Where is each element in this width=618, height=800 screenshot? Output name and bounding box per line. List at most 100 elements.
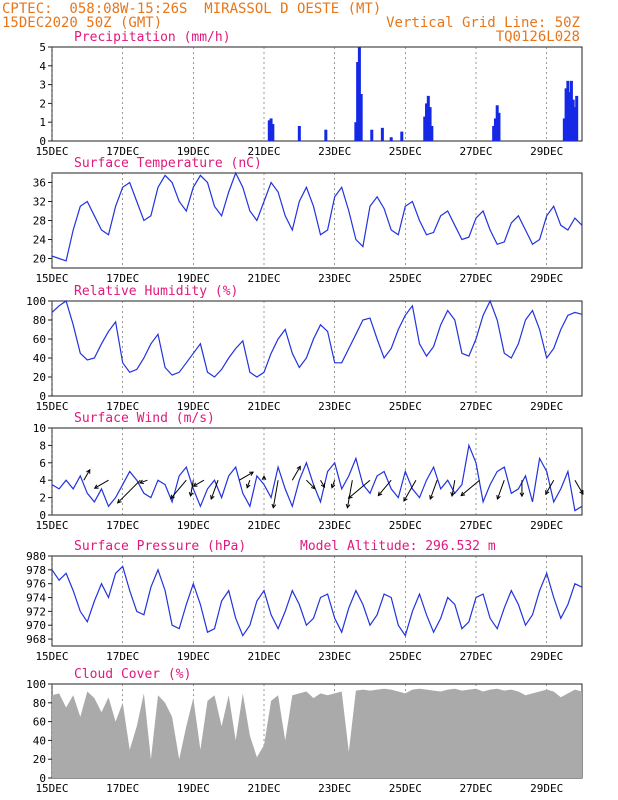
x-tick-label: 15DEC	[35, 400, 68, 413]
precip-bar	[564, 88, 568, 141]
y-tick-label: 0	[39, 509, 46, 522]
y-tick-label: 968	[26, 633, 46, 646]
wind-arrow-head	[93, 484, 99, 489]
wind-arrow-shaft	[239, 471, 254, 481]
wind-arrow-shaft	[320, 479, 325, 488]
wind-arrow-shaft	[94, 479, 109, 489]
panel-5: 15DEC 17DEC 19DEC 21DEC 23DEC 25DEC 27DEC 29DEC…	[26, 667, 583, 795]
panel-annotation: Model Altitude: 296.532 m	[300, 539, 496, 554]
x-tick-label: 23DEC	[318, 650, 351, 663]
x-tick-label: 21DEC	[247, 145, 280, 158]
plot-frame	[51, 300, 583, 397]
wind-arrow	[429, 480, 438, 500]
x-tick-label: 17DEC	[106, 400, 139, 413]
y-tick-label: 980	[26, 550, 46, 563]
wind-arrow-shaft	[574, 479, 584, 495]
series-line	[51, 565, 583, 637]
wind-arrow	[188, 480, 194, 497]
wind-arrow	[210, 480, 219, 500]
x-tick-label: 15DEC	[35, 272, 68, 285]
wind-arrow-head	[450, 492, 455, 497]
wind-arrow-head	[545, 490, 550, 495]
x-tick-label: 21DEC	[247, 519, 280, 532]
precip-bar	[357, 47, 361, 141]
x-tick-label: 25DEC	[389, 650, 422, 663]
wind-arrow-head	[460, 491, 466, 497]
wind-arrow-head	[403, 496, 408, 502]
series-line	[51, 299, 583, 378]
x-tick-label: 29DEC	[530, 519, 563, 532]
wind-arrow-head	[261, 475, 267, 480]
y-tick-label: 40	[33, 734, 46, 747]
wind-arrow	[574, 479, 584, 495]
x-tick-label: 21DEC	[247, 650, 280, 663]
wind-arrow	[246, 480, 251, 489]
wind-arrow	[271, 480, 279, 509]
precip-bar	[426, 95, 430, 141]
cloud-cover-area	[52, 688, 582, 778]
precip-bar	[356, 62, 360, 141]
precip-bar	[370, 129, 374, 141]
x-tick-label: 23DEC	[318, 145, 351, 158]
wind-arrow-head	[86, 468, 91, 474]
wind-arrow-head	[429, 494, 434, 500]
y-tick-label: 40	[33, 352, 46, 365]
x-tick-label: 27DEC	[459, 272, 492, 285]
precip-bar	[493, 118, 497, 141]
precip-bar	[297, 125, 301, 141]
x-tick-label: 25DEC	[389, 272, 422, 285]
panel-1: 15DEC 17DEC 19DEC 21DEC 23DEC 25DEC 27DEC 29DEC…	[33, 156, 583, 285]
precip-bar	[568, 92, 572, 141]
x-tick-label: 15DEC	[35, 782, 68, 795]
wind-arrow-shaft	[291, 466, 301, 481]
wind-arrow	[192, 479, 205, 487]
x-tick-label: 15DEC	[35, 145, 68, 158]
wind-arrow-shaft	[346, 480, 353, 508]
precip-bar	[359, 94, 363, 141]
y-tick-label: 100	[26, 295, 46, 308]
wind-arrow-shaft	[545, 479, 555, 495]
wind-arrow	[291, 465, 301, 481]
x-tick-label: 19DEC	[177, 400, 210, 413]
x-tick-label: 21DEC	[247, 400, 280, 413]
precip-bar	[271, 124, 275, 141]
x-tick-label: 27DEC	[459, 519, 492, 532]
wind-arrow-shaft	[170, 479, 187, 499]
y-tick-label: 80	[33, 697, 46, 710]
header-line1: CPTEC: 058:08W-15:26S MIRASSOL D OESTE (…	[2, 1, 382, 17]
panel-title: Relative Humidity (%)	[74, 284, 238, 299]
x-tick-label: 29DEC	[530, 272, 563, 285]
wind-arrow-shaft	[272, 480, 279, 508]
x-tick-label: 19DEC	[177, 272, 210, 285]
x-tick-label: 15DEC	[35, 519, 68, 532]
precip-bar	[269, 118, 273, 141]
y-tick-label: 4	[39, 60, 46, 73]
panel-0: 15DEC 17DEC 19DEC 21DEC 23DEC 25DEC 27DEC 29DEC…	[35, 30, 583, 158]
precip-bar	[571, 99, 575, 141]
x-tick-label: 23DEC	[318, 400, 351, 413]
wind-arrow-head	[579, 490, 584, 495]
precip-bar	[380, 127, 384, 141]
x-tick-label: 17DEC	[106, 782, 139, 795]
wind-arrow-head	[188, 492, 194, 497]
wind-arrow	[460, 479, 480, 497]
y-tick-label: 60	[33, 716, 46, 729]
wind-arrow-head	[330, 483, 336, 489]
wind-arrow-shaft	[403, 479, 417, 502]
wind-arrow	[519, 480, 525, 498]
wind-arrow-shaft	[460, 479, 480, 497]
y-tick-label: 2	[39, 97, 46, 110]
x-tick-label: 17DEC	[106, 272, 139, 285]
precip-bar	[566, 80, 570, 141]
wind-arrow	[377, 479, 392, 497]
y-tick-label: 2	[39, 492, 46, 505]
wind-arrow	[330, 480, 336, 489]
wind-arrow	[320, 479, 326, 489]
y-tick-label: 24	[33, 234, 47, 247]
x-tick-label: 25DEC	[389, 782, 422, 795]
precip-bar	[428, 107, 432, 141]
panel-2: 15DEC 17DEC 19DEC 21DEC 23DEC 25DEC 27DEC 29DEC…	[26, 284, 583, 413]
y-tick-label: 974	[26, 592, 46, 605]
wind-arrow-head	[320, 483, 326, 489]
